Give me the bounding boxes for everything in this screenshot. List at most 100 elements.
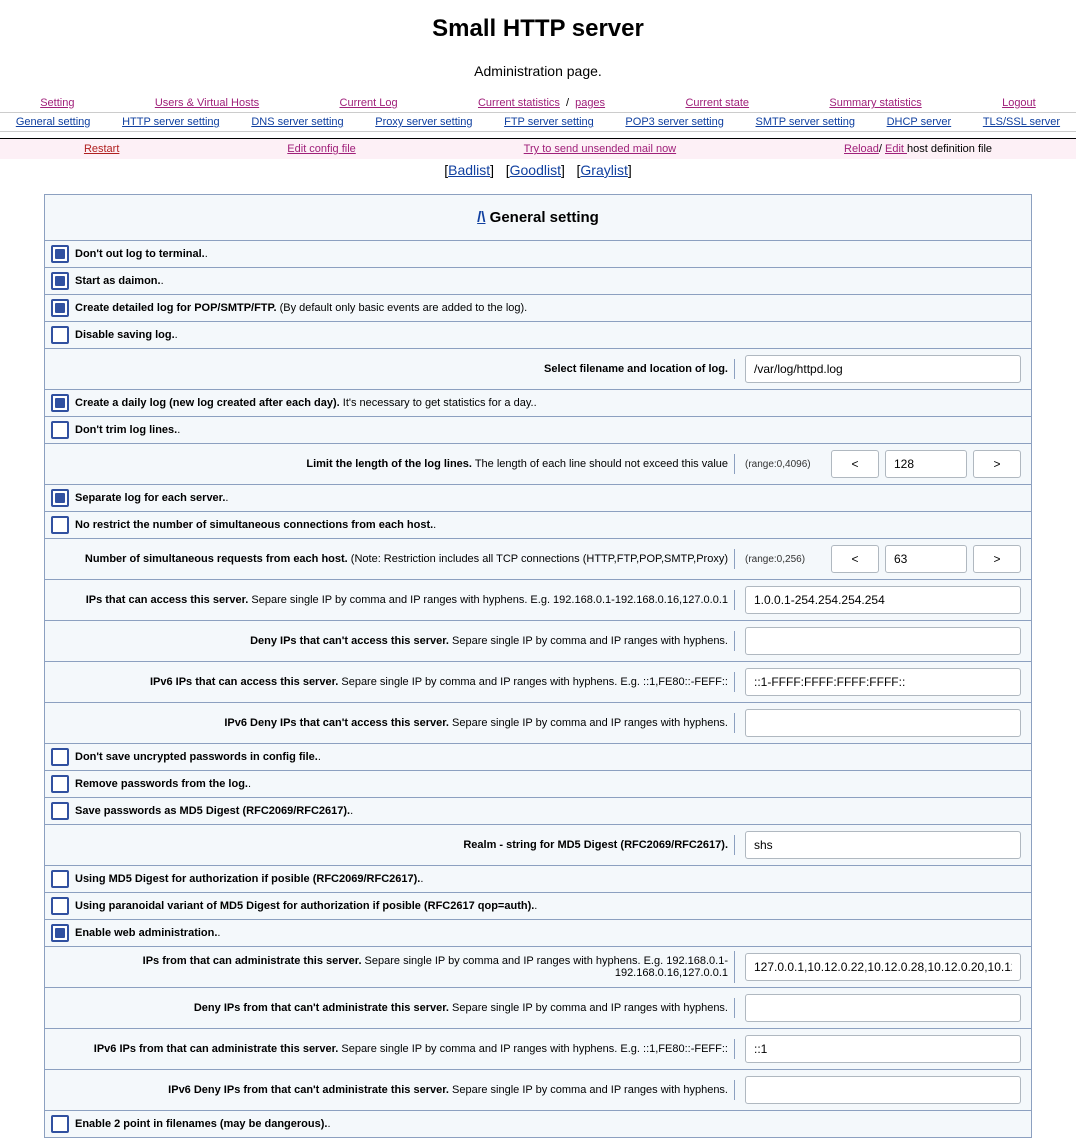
input-ip6acc[interactable] — [745, 668, 1021, 696]
input-ip6deny[interactable] — [745, 709, 1021, 737]
chk-notrim[interactable] — [51, 421, 69, 439]
chk-noterm[interactable] — [51, 245, 69, 263]
restart-link[interactable]: Restart — [84, 143, 119, 155]
nav-smtp[interactable]: SMTP server setting — [756, 116, 855, 128]
row-twopoint: Enable 2 point in filenames (may be dang… — [45, 1111, 1031, 1137]
range-simreq: (range:0,256) — [745, 554, 805, 565]
input-ipacc[interactable] — [745, 586, 1021, 614]
edit-config-link[interactable]: Edit config file — [287, 143, 355, 155]
lbl-daily: Create a daily log (new log created afte… — [75, 397, 340, 409]
nav-tls[interactable]: TLS/SSL server — [983, 116, 1060, 128]
chk-rmpass[interactable] — [51, 775, 69, 793]
row-ipacc: IPs that can access this server. Separe … — [45, 580, 1031, 621]
chk-daily[interactable] — [51, 394, 69, 412]
nav-current-state[interactable]: Current state — [685, 97, 749, 109]
row-admip: IPs from that can administrate this serv… — [45, 947, 1031, 988]
section-title: General setting — [485, 209, 598, 226]
btn-limlen-inc[interactable]: > — [973, 450, 1021, 478]
chk-paran[interactable] — [51, 897, 69, 915]
chk-norest[interactable] — [51, 516, 69, 534]
subtitle: Administration page. — [0, 63, 1076, 79]
input-admip[interactable] — [745, 953, 1021, 981]
note-adm6deny: Separe single IP by comma and IP ranges … — [449, 1084, 728, 1096]
input-realm[interactable] — [745, 831, 1021, 859]
chk-md5save[interactable] — [51, 802, 69, 820]
lbl-notrim: Don't trim log lines. — [75, 424, 177, 436]
chk-daimon[interactable] — [51, 272, 69, 290]
row-simreq: Number of simultaneous requests from eac… — [45, 539, 1031, 580]
chk-webadm[interactable] — [51, 924, 69, 942]
lbl-webadm: Enable web administration. — [75, 927, 217, 939]
lbl-paran: Using paranoidal variant of MD5 Digest f… — [75, 900, 534, 912]
note-admdeny: Separe single IP by comma and IP ranges … — [449, 1002, 728, 1014]
btn-limlen-dec[interactable]: < — [831, 450, 879, 478]
nav-dhcp[interactable]: DHCP server — [887, 116, 952, 128]
lbl-seplog: Separate log for each server. — [75, 492, 225, 504]
input-adm6deny[interactable] — [745, 1076, 1021, 1104]
lbl-norest: No restrict the number of simultaneous c… — [75, 519, 433, 531]
nav-ftp[interactable]: FTP server setting — [504, 116, 594, 128]
row-notrim: Don't trim log lines.. — [45, 417, 1031, 444]
goodlist-link[interactable]: Goodlist — [510, 162, 561, 178]
nav-current-stats[interactable]: Current statistics — [478, 97, 560, 109]
edit-host-link[interactable]: Edit — [885, 143, 907, 155]
lbl-daimon: Start as daimon. — [75, 275, 161, 287]
nav-dns[interactable]: DNS server setting — [251, 116, 343, 128]
general-setting-section: /\ General setting Don't out log to term… — [44, 194, 1032, 1138]
note-ipacc: Separe single IP by comma and IP ranges … — [248, 594, 728, 606]
row-daimon: Start as daimon.. — [45, 268, 1031, 295]
input-limlen[interactable] — [885, 450, 967, 478]
nav-setting[interactable]: Setting — [40, 97, 74, 109]
nav-pop3[interactable]: POP3 server setting — [625, 116, 723, 128]
reload-edit-group: Reload/ Edit host definition file — [844, 143, 992, 155]
lbl-noterm: Don't out log to terminal. — [75, 248, 205, 260]
input-logfile[interactable] — [745, 355, 1021, 383]
graylist-link[interactable]: Graylist — [580, 162, 627, 178]
lbl-detlog: Create detailed log for POP/SMTP/FTP. — [75, 302, 277, 314]
lbl-rmpass: Remove passwords from the log. — [75, 778, 248, 790]
row-rmpass: Remove passwords from the log.. — [45, 771, 1031, 798]
chk-disablelog[interactable] — [51, 326, 69, 344]
lists-row: [Badlist] [Goodlist] [Graylist] — [0, 159, 1076, 182]
row-paran: Using paranoidal variant of MD5 Digest f… — [45, 893, 1031, 920]
nav-general[interactable]: General setting — [16, 116, 91, 128]
input-ipdeny[interactable] — [745, 627, 1021, 655]
chk-md5auth[interactable] — [51, 870, 69, 888]
row-md5auth: Using MD5 Digest for authorization if po… — [45, 866, 1031, 893]
row-logfile: Select filename and location of log. — [45, 349, 1031, 390]
row-ip6acc: IPv6 IPs that can access this server. Se… — [45, 662, 1031, 703]
row-norest: No restrict the number of simultaneous c… — [45, 512, 1031, 539]
chk-seplog[interactable] — [51, 489, 69, 507]
chk-detlog[interactable] — [51, 299, 69, 317]
nav-pages[interactable]: pages — [575, 97, 605, 109]
lbl-simreq: Number of simultaneous requests from eac… — [85, 553, 348, 565]
note-simreq: (Note: Restriction includes all TCP conn… — [348, 553, 728, 565]
lbl-ip6acc: IPv6 IPs that can access this server. — [150, 676, 338, 688]
lbl-ipacc: IPs that can access this server. — [86, 594, 249, 606]
nav-summary[interactable]: Summary statistics — [829, 97, 921, 109]
input-adm6ip[interactable] — [745, 1035, 1021, 1063]
lbl-ip6deny: IPv6 Deny IPs that can't access this ser… — [224, 717, 449, 729]
note-ip6deny: Separe single IP by comma and IP ranges … — [449, 717, 728, 729]
btn-simreq-inc[interactable]: > — [973, 545, 1021, 573]
chk-nosave[interactable] — [51, 748, 69, 766]
row-adm6deny: IPv6 Deny IPs from that can't administra… — [45, 1070, 1031, 1111]
row-limlen: Limit the length of the log lines. The l… — [45, 444, 1031, 485]
nav-users[interactable]: Users & Virtual Hosts — [155, 97, 259, 109]
lbl-ipdeny: Deny IPs that can't access this server. — [250, 635, 449, 647]
nav-proxy[interactable]: Proxy server setting — [375, 116, 472, 128]
input-simreq[interactable] — [885, 545, 967, 573]
nav-logout[interactable]: Logout — [1002, 97, 1036, 109]
badlist-link[interactable]: Badlist — [448, 162, 490, 178]
row-admdeny: Deny IPs from that can't administrate th… — [45, 988, 1031, 1029]
row-ipdeny: Deny IPs that can't access this server. … — [45, 621, 1031, 662]
chk-twopoint[interactable] — [51, 1115, 69, 1133]
reload-link[interactable]: Reload — [844, 143, 879, 155]
btn-simreq-dec[interactable]: < — [831, 545, 879, 573]
note-admip: Separe single IP by comma and IP ranges … — [362, 955, 729, 979]
send-mail-link[interactable]: Try to send unsended mail now — [524, 143, 676, 155]
nav-primary: Setting Users & Virtual Hosts Current Lo… — [0, 94, 1076, 112]
input-admdeny[interactable] — [745, 994, 1021, 1022]
nav-current-log[interactable]: Current Log — [340, 97, 398, 109]
nav-http[interactable]: HTTP server setting — [122, 116, 220, 128]
